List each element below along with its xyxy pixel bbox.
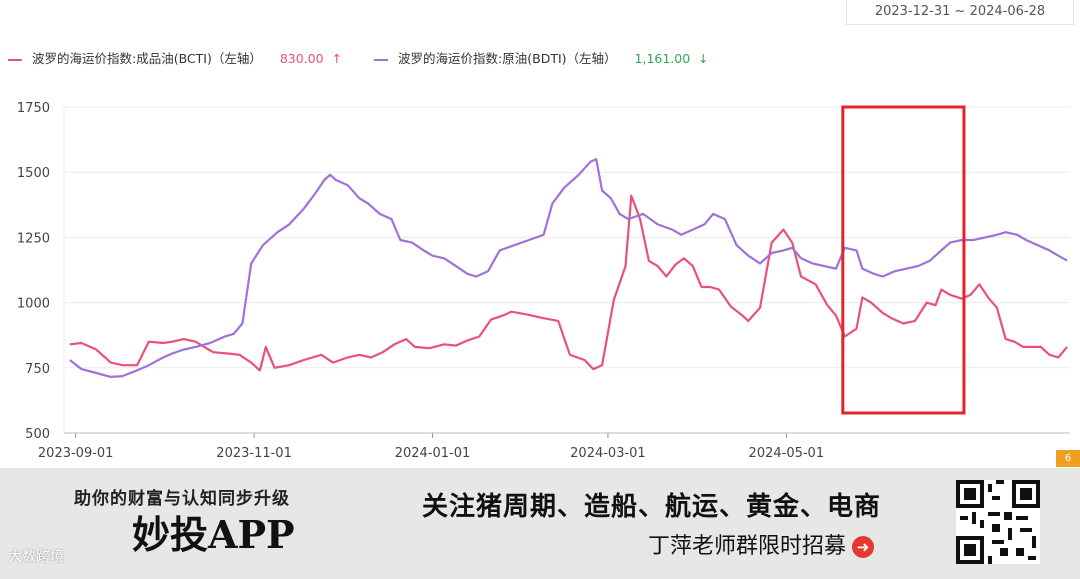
highlight-box: [841, 105, 966, 415]
banner-slogan: 助你的财富与认知同步升级: [74, 489, 290, 509]
promo-banner[interactable]: 助你的财富与认知同步升级 妙投APP 大数跨境 关注猪周期、造船、航运、黄金、电…: [0, 468, 1080, 579]
line-chart[interactable]: 500 750 1000 1250 1500 1750 2023-09-01 2023-11…: [0, 80, 1080, 470]
y-tick-label: 500: [25, 427, 50, 442]
legend-item-bcti[interactable]: 波罗的海运价指数:成品油(BCTI)（左轴） 830.00 ↑: [8, 48, 342, 67]
corner-badge[interactable]: 6: [1056, 450, 1080, 467]
y-tick-label: 1000: [17, 297, 50, 312]
x-tick-label: 2024-05-01: [749, 446, 825, 461]
legend-swatch-bdti: [374, 58, 389, 61]
chart-legend: 波罗的海运价指数:成品油(BCTI)（左轴） 830.00 ↑ 波罗的海运价指数…: [8, 48, 737, 70]
date-range-end: 2024-06-28: [969, 4, 1046, 19]
legend-label-bcti: 波罗的海运价指数:成品油(BCTI)（左轴）: [31, 51, 262, 66]
banner-subline-text: 丁萍老师群限时招募: [648, 534, 847, 559]
series-line-bdti: [69, 158, 1068, 378]
date-range-separator: ~: [954, 4, 966, 19]
banner-subline: 丁萍老师群限时招募 ➜: [648, 528, 875, 560]
x-tick-label: 2023-11-01: [216, 446, 292, 461]
date-range-picker[interactable]: 2023-12-31 ~ 2024-06-28: [846, 0, 1074, 25]
y-tick-label: 1500: [17, 166, 50, 181]
x-tick-label: 2023-09-01: [38, 446, 114, 461]
x-tick-label: 2024-03-01: [570, 446, 646, 461]
x-tick-label: 2024-01-01: [395, 446, 471, 461]
arrow-right-icon[interactable]: ➜: [852, 536, 875, 558]
y-tick-label: 750: [25, 362, 50, 377]
legend-item-bdti[interactable]: 波罗的海运价指数:原油(BDTI)（左轴） 1,161.00 ↓: [374, 48, 709, 67]
legend-swatch-bcti: [8, 58, 22, 61]
trend-down-icon: ↓: [698, 51, 709, 66]
legend-label-bdti: 波罗的海运价指数:原油(BDTI)（左轴）: [398, 51, 617, 66]
date-range-start: 2023-12-31: [874, 4, 951, 19]
y-tick-label: 1250: [17, 231, 50, 246]
banner-app-name: 妙投APP: [132, 512, 295, 557]
trend-up-icon: ↑: [331, 51, 343, 66]
banner-logo-text: 大数跨境: [8, 549, 64, 565]
y-tick-label: 1750: [17, 101, 50, 116]
qr-code-image: [956, 480, 1040, 564]
banner-headline: 关注猪周期、造船、航运、黄金、电商: [422, 492, 882, 522]
legend-value-bcti: 830.00: [279, 51, 324, 66]
legend-value-bdti: 1,161.00: [634, 51, 691, 66]
series-line-bcti: [69, 194, 1068, 372]
